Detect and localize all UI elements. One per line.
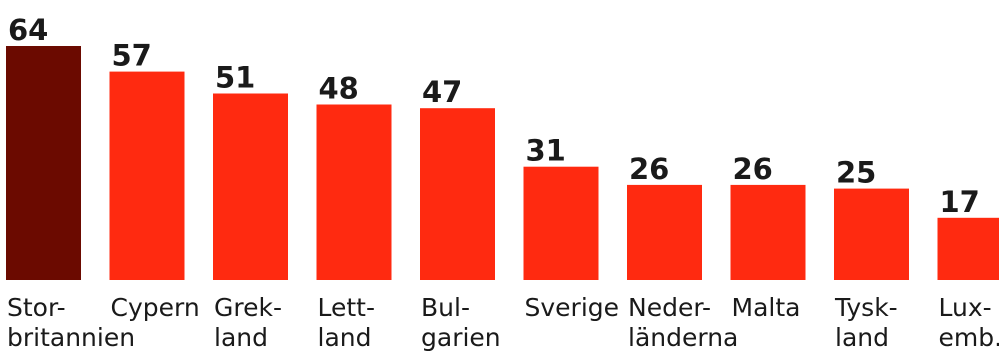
bars (6, 46, 999, 280)
category-label-0-line-0: Stor- (7, 293, 66, 322)
category-label-3: Lett-land (318, 293, 376, 352)
category-label-6-line-0: Neder- (628, 293, 711, 322)
value-label-8: 25 (836, 156, 876, 190)
value-label-6: 26 (629, 152, 669, 186)
value-label-4: 47 (422, 75, 462, 109)
bar-0 (6, 46, 81, 280)
category-label-5-line-0: Sverige (525, 293, 620, 322)
category-label-9-line-0: Lux- (939, 293, 992, 322)
bar-9 (937, 217, 999, 280)
category-label-6-line-1: länderna (628, 323, 738, 352)
category-label-4: Bul-garien (421, 293, 501, 352)
bar-5 (523, 166, 599, 280)
bar-7 (730, 184, 806, 280)
category-label-9-line-1: emb. (939, 323, 999, 352)
value-label-0: 64 (8, 13, 48, 47)
bar-4 (420, 108, 495, 280)
category-label-9: Lux-emb. (939, 293, 999, 352)
category-label-0: Stor-britannien (7, 293, 135, 352)
category-label-5: Sverige (525, 293, 620, 322)
value-label-2: 51 (215, 61, 255, 95)
category-label-8-line-0: Tysk- (834, 293, 898, 322)
value-label-1: 57 (112, 39, 152, 73)
bar-6 (627, 184, 702, 280)
category-label-2-line-0: Grek- (214, 293, 282, 322)
category-label-3-line-1: land (318, 323, 372, 352)
category-label-2: Grek-land (214, 293, 282, 352)
value-label-3: 48 (319, 72, 359, 106)
category-label-8: Tysk-land (834, 293, 898, 352)
bar-2 (213, 93, 288, 280)
value-labels: 64 57 51 48 47 31 26 26 25 17 (8, 13, 980, 219)
bar-8 (834, 188, 909, 280)
category-label-2-line-1: land (214, 323, 268, 352)
category-label-7-line-0: Malta (732, 293, 801, 322)
category-label-4-line-0: Bul- (421, 293, 470, 322)
bar-3 (316, 104, 392, 280)
value-label-7: 26 (733, 152, 773, 186)
category-label-8-line-1: land (835, 323, 889, 352)
category-label-7: Malta (732, 293, 801, 322)
value-label-9: 17 (940, 185, 980, 219)
value-label-5: 31 (526, 134, 566, 168)
category-label-1: Cypern (111, 293, 200, 322)
bar-1 (109, 71, 185, 280)
category-label-6: Neder-länderna (628, 293, 738, 352)
category-label-3-line-0: Lett- (318, 293, 376, 322)
category-label-1-line-0: Cypern (111, 293, 200, 322)
category-label-0-line-1: britannien (7, 323, 135, 352)
category-label-4-line-1: garien (421, 323, 501, 352)
